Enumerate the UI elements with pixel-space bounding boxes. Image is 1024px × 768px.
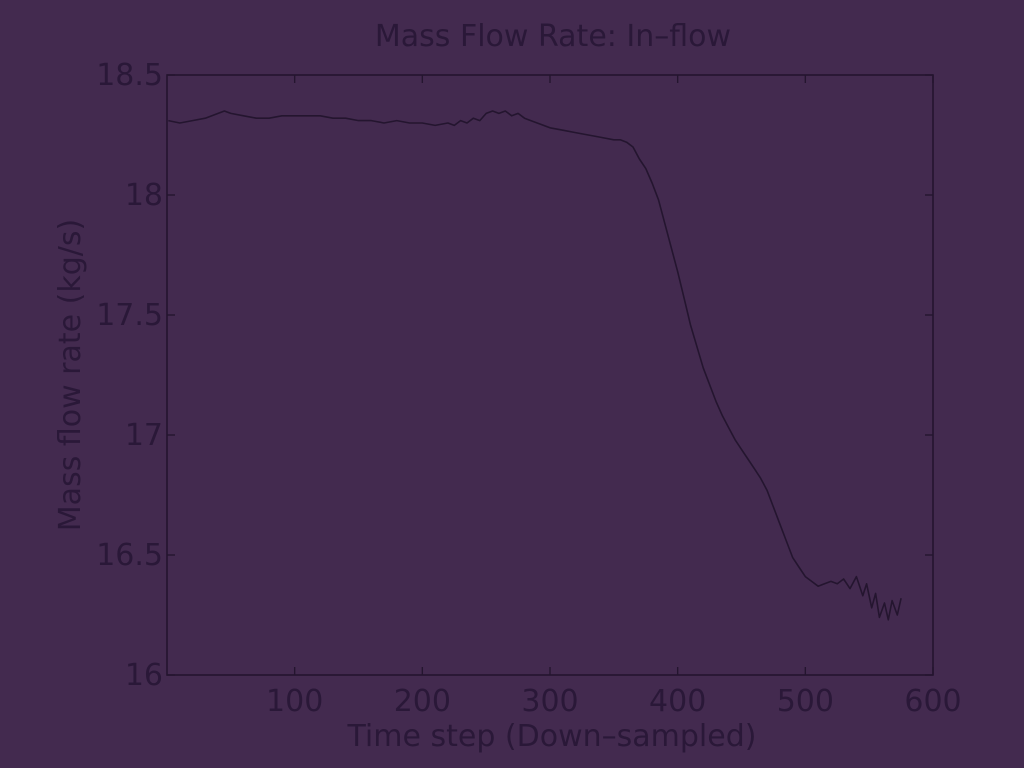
y-tick-label: 16.5 xyxy=(96,538,163,573)
plot-frame xyxy=(166,74,934,676)
x-tick-label: 200 xyxy=(394,684,451,719)
x-tick-label: 100 xyxy=(266,684,323,719)
x-tick-label: 300 xyxy=(521,684,578,719)
x-tick-label: 400 xyxy=(649,684,706,719)
y-tick-label: 18 xyxy=(125,178,163,213)
chart-title: Mass Flow Rate: In–flow xyxy=(375,19,731,54)
y-tick-label: 18.5 xyxy=(96,58,163,93)
y-tick-label: 17 xyxy=(125,418,163,453)
y-axis-label: Mass flow rate (kg/s) xyxy=(53,219,88,531)
y-tick-label: 17.5 xyxy=(96,298,163,333)
y-tick-label: 16 xyxy=(125,658,163,693)
x-tick-label: 600 xyxy=(904,684,961,719)
plot-area: 100 200 300 400 500 600 16 16.5 17 17.5 18 18.5 xyxy=(96,58,961,719)
x-tick-label: 500 xyxy=(777,684,834,719)
series-line xyxy=(168,110,902,621)
x-axis-label: Time step (Down–sampled) xyxy=(347,719,757,754)
